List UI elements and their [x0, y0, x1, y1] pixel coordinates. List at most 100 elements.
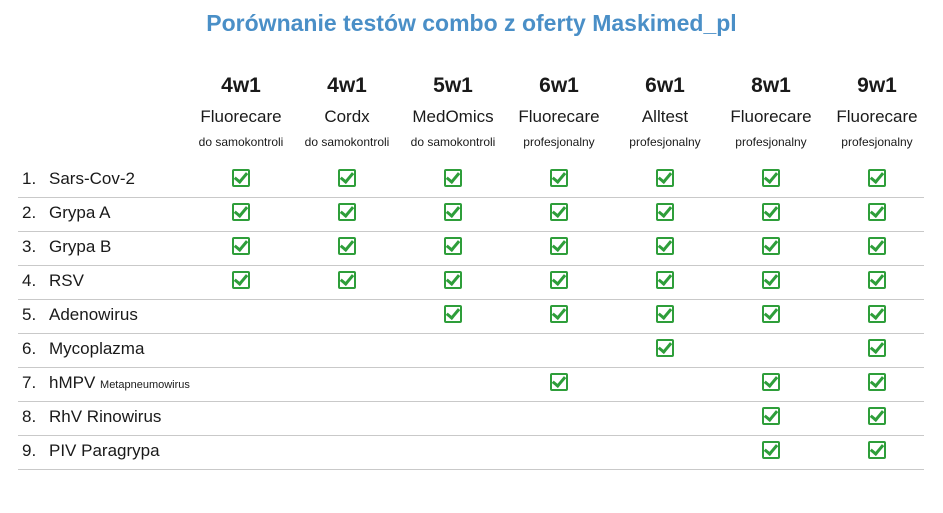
column-brand: MedOmics [412, 107, 494, 126]
table-cell [188, 201, 294, 225]
checkbox-checked-icon [444, 203, 462, 221]
checkbox-checked-icon [338, 237, 356, 255]
table-cell [612, 337, 718, 361]
row-number: 1. [22, 169, 37, 188]
pathogen-name: Grypa B [49, 237, 112, 256]
checkbox-checked-icon [868, 237, 886, 255]
table-row: 3. Grypa B [18, 231, 924, 266]
table-cell [506, 371, 612, 395]
column-header: 4w1 Fluorecare do samokontroli [188, 70, 294, 152]
table-cell [824, 371, 930, 395]
checkbox-checked-icon [762, 407, 780, 425]
checkbox-checked-icon [656, 237, 674, 255]
table-cell [188, 371, 294, 395]
checkbox-checked-icon [338, 271, 356, 289]
checkbox-checked-icon [232, 203, 250, 221]
table-cell [718, 269, 824, 293]
table-cell [718, 303, 824, 327]
row-number: 5. [22, 305, 37, 324]
table-cell [718, 337, 824, 361]
table-cell [824, 303, 930, 327]
checkbox-checked-icon [762, 373, 780, 391]
checkbox-checked-icon [656, 339, 674, 357]
column-header: 5w1 MedOmics do samokontroli [400, 70, 506, 152]
column-brand: Fluorecare [518, 107, 600, 126]
table-cell [400, 439, 506, 463]
row-number: 8. [22, 407, 37, 426]
checkbox-checked-icon [762, 169, 780, 187]
checkbox-checked-icon [762, 237, 780, 255]
table-cell [294, 235, 400, 259]
table-cell [400, 201, 506, 225]
column-test-type: do samokontroli [198, 135, 284, 149]
pathogen-name: hMPV Metapneumowirus [49, 373, 190, 392]
checkbox-checked-icon [550, 271, 568, 289]
row-number: 2. [22, 203, 37, 222]
table-cell [506, 167, 612, 191]
table-cell [506, 201, 612, 225]
column-test-type: profesjonalny [523, 135, 595, 149]
pathogen-note: Metapneumowirus [100, 379, 190, 391]
checkbox-checked-icon [232, 271, 250, 289]
table-cell [188, 235, 294, 259]
table-cell [400, 269, 506, 293]
table-cell [188, 439, 294, 463]
table-cell [294, 303, 400, 327]
column-test-count: 4w1 [327, 74, 367, 97]
checkbox-checked-icon [550, 305, 568, 323]
table-row: 9. PIV Paragrypa [18, 435, 924, 470]
checkbox-checked-icon [232, 169, 250, 187]
column-test-type: do samokontroli [410, 135, 496, 149]
column-brand: Fluorecare [730, 107, 812, 126]
table-row: 6. Mycoplazma [18, 333, 924, 368]
checkbox-checked-icon [656, 203, 674, 221]
column-test-type: do samokontroli [304, 135, 390, 149]
checkbox-checked-icon [868, 441, 886, 459]
pathogen-name: Sars-Cov-2 [49, 169, 135, 188]
checkbox-checked-icon [868, 305, 886, 323]
table-row: 7. hMPV Metapneumowirus [18, 367, 924, 402]
table-cell [400, 371, 506, 395]
pathogen-name: RSV [49, 271, 84, 290]
checkbox-checked-icon [868, 373, 886, 391]
column-test-count: 5w1 [433, 74, 473, 97]
table-cell [824, 337, 930, 361]
table-row: 4. RSV [18, 265, 924, 300]
column-brand: Alltest [641, 107, 689, 126]
table-cell [400, 167, 506, 191]
table-cell [506, 337, 612, 361]
column-test-count: 6w1 [539, 74, 579, 97]
checkbox-checked-icon [550, 203, 568, 221]
table-cell [294, 337, 400, 361]
table-cell [824, 405, 930, 429]
table-cell [400, 303, 506, 327]
column-brand: Fluorecare [200, 107, 282, 126]
checkbox-checked-icon [868, 169, 886, 187]
row-number: 6. [22, 339, 37, 358]
table-cell [506, 405, 612, 429]
pathogen-name: Adenowirus [49, 305, 138, 324]
table-cell [188, 167, 294, 191]
column-header: 8w1 Fluorecare profesjonalny [718, 70, 824, 152]
table-cell [294, 371, 400, 395]
table-cell [294, 439, 400, 463]
checkbox-checked-icon [444, 305, 462, 323]
table-cell [612, 269, 718, 293]
column-header: 6w1 Alltest profesjonalny [612, 70, 718, 152]
table-cell [294, 405, 400, 429]
table-cell [188, 269, 294, 293]
column-test-count: 8w1 [751, 74, 791, 97]
page-title: Porównanie testów combo z oferty Maskime… [206, 10, 737, 36]
table-cell [506, 269, 612, 293]
column-test-count: 9w1 [857, 74, 897, 97]
checkbox-checked-icon [444, 271, 462, 289]
table-cell [824, 439, 930, 463]
table-cell [506, 439, 612, 463]
checkbox-checked-icon [868, 271, 886, 289]
table-cell [612, 235, 718, 259]
table-cell [400, 337, 506, 361]
checkbox-checked-icon [656, 305, 674, 323]
row-number: 9. [22, 441, 37, 460]
table-row: 5. Adenowirus [18, 299, 924, 334]
table-cell [188, 405, 294, 429]
